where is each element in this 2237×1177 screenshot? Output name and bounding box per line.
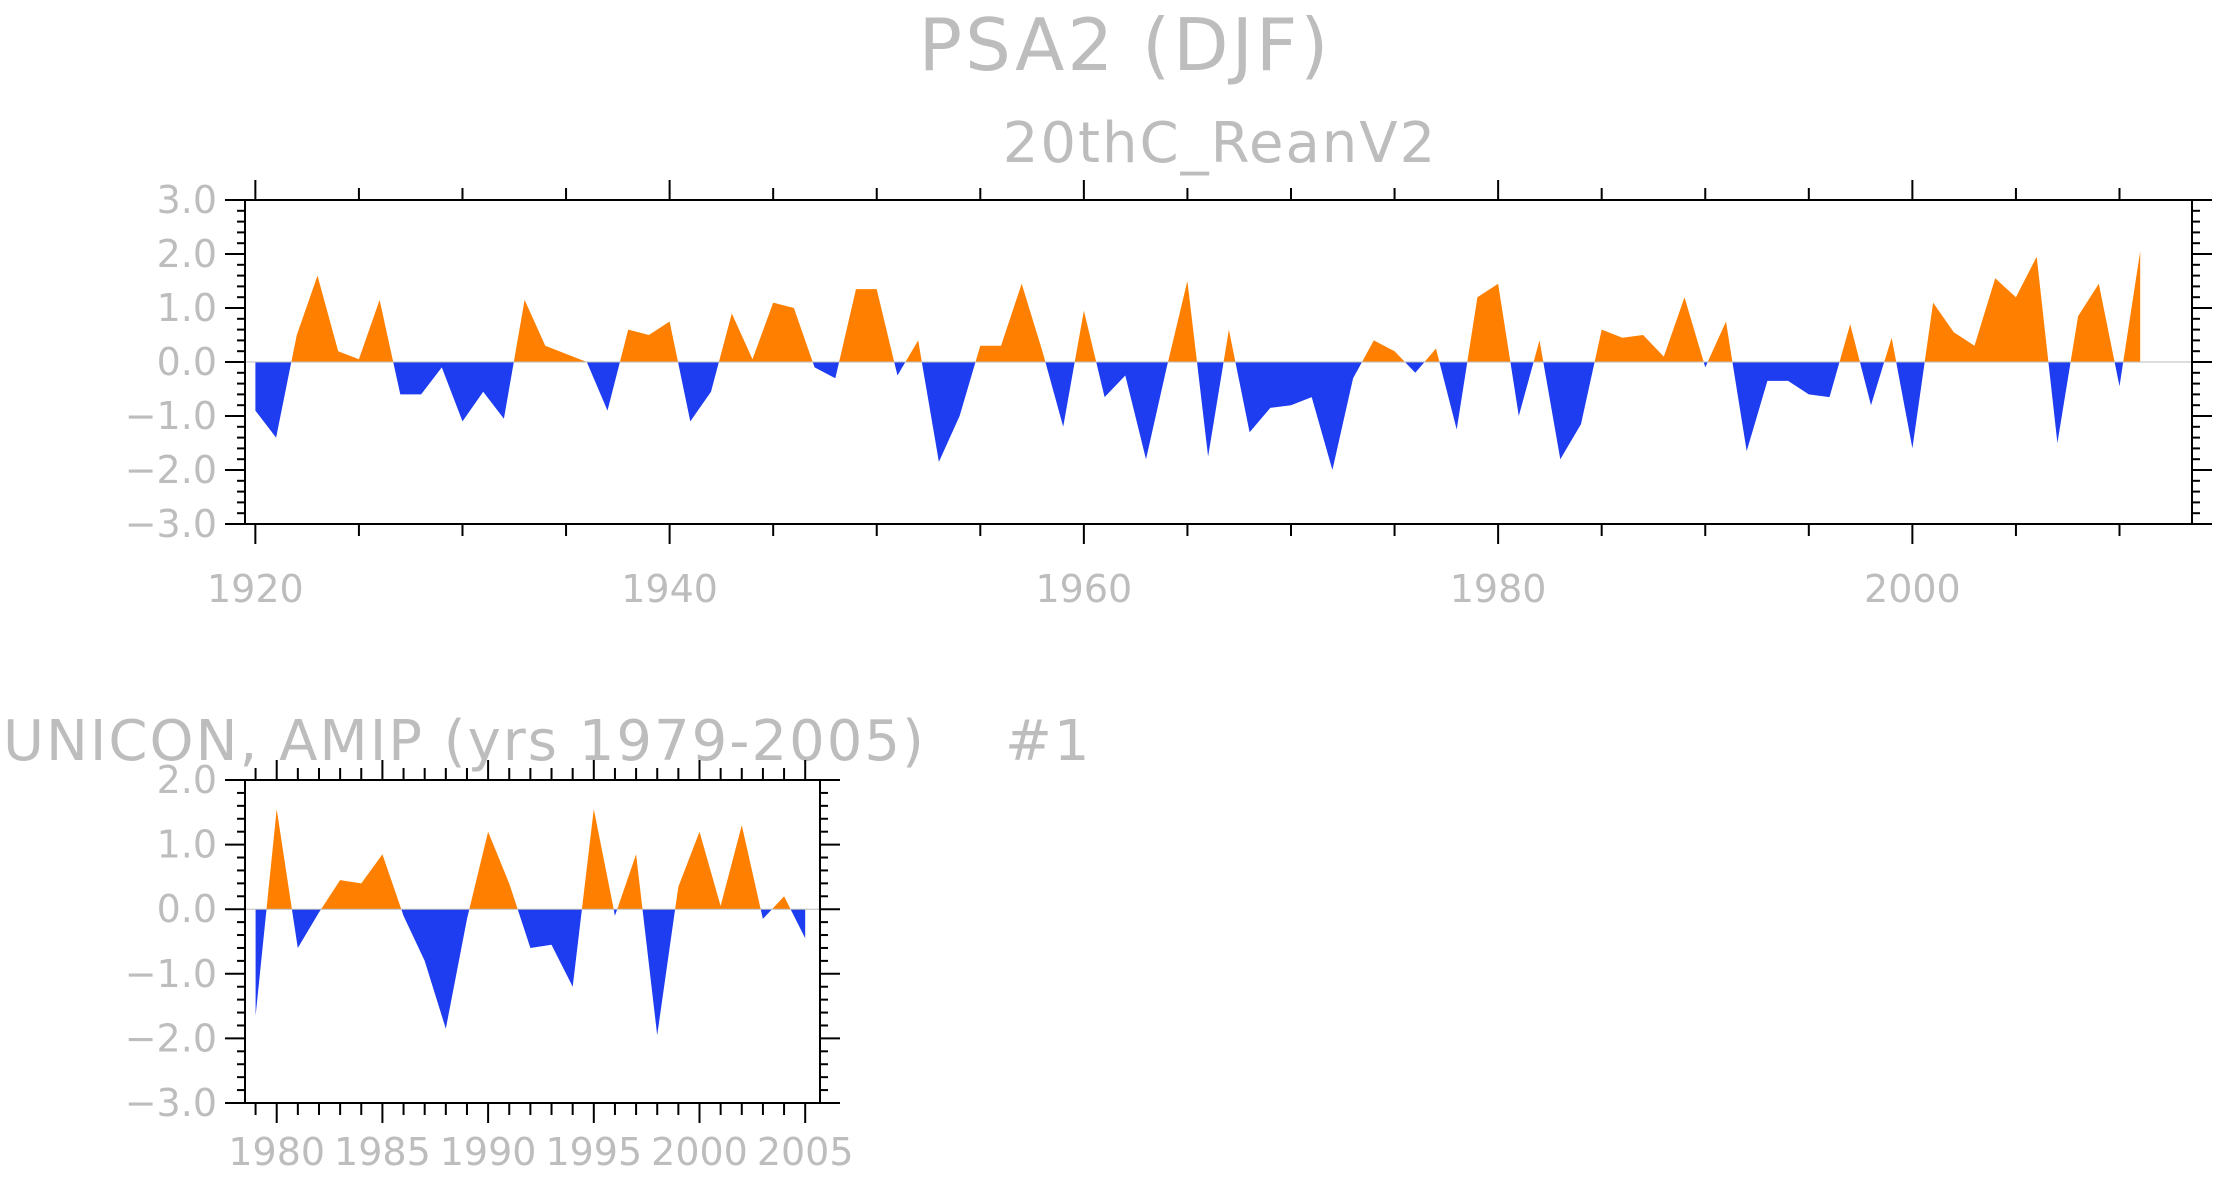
- y-tick-label: 3.0: [157, 178, 217, 222]
- x-tick-label: 1995: [545, 1130, 642, 1174]
- negative-area-2: [586, 362, 620, 411]
- top-chart-subtitle: 20thC_ReanV2: [1003, 111, 1437, 176]
- positive-area-0: [291, 275, 394, 362]
- positive-area-13: [1533, 340, 1544, 362]
- positive-area-3: [718, 302, 813, 362]
- positive-area-3: [581, 809, 614, 910]
- y-tick-label: 0.0: [157, 887, 217, 931]
- x-tick-label: 2000: [1864, 567, 1961, 611]
- x-tick-label: 1980: [1450, 567, 1547, 611]
- negative-area-20: [2114, 362, 2124, 387]
- y-tick-label: 1.0: [157, 823, 217, 867]
- plot-frame: [244, 779, 821, 1104]
- y-tick-label: 2.0: [157, 232, 217, 276]
- positive-area-11: [1424, 348, 1440, 362]
- x-tick-label: 1990: [440, 1130, 537, 1174]
- x-tick-label: 1980: [228, 1130, 325, 1174]
- y-tick-label: −3.0: [125, 502, 217, 546]
- positive-area-17: [1884, 337, 1897, 362]
- positive-area-5: [905, 340, 922, 362]
- negative-area-0: [255, 909, 267, 1016]
- positive-area-1: [321, 854, 402, 910]
- y-tick-label: −2.0: [125, 448, 217, 492]
- positive-area-20: [2123, 251, 2141, 362]
- x-tick-label: 2005: [757, 1130, 854, 1174]
- positive-area-7: [1074, 310, 1097, 362]
- negative-area-4: [812, 362, 840, 379]
- negative-area-0: [255, 362, 292, 438]
- negative-area-7: [790, 909, 806, 939]
- negative-area-16: [1732, 362, 1840, 452]
- positive-area-15: [1707, 321, 1733, 362]
- positive-area-6: [975, 283, 1046, 362]
- negative-area-11: [1404, 362, 1425, 373]
- negative-area-4: [613, 909, 618, 916]
- positive-area-1: [513, 299, 587, 362]
- negative-area-1: [291, 909, 322, 948]
- y-tick-label: 1.0: [157, 286, 217, 330]
- negative-area-5: [894, 362, 906, 376]
- negative-area-17: [1859, 362, 1885, 406]
- positive-area-12: [1467, 283, 1511, 362]
- positive-area-0: [266, 809, 292, 910]
- y-tick-label: 0.0: [157, 340, 217, 384]
- negative-area-5: [642, 909, 676, 1036]
- negative-area-14: [1543, 362, 1595, 460]
- negative-area-7: [1045, 362, 1075, 427]
- x-tick-label: 1940: [621, 567, 718, 611]
- y-tick-label: −2.0: [125, 1016, 217, 1060]
- x-tick-label: 1960: [1036, 567, 1133, 611]
- x-tick-label: 1920: [207, 567, 304, 611]
- y-tick-label: 2.0: [157, 758, 217, 802]
- positive-area-5: [675, 825, 761, 910]
- negative-area-8: [1096, 362, 1168, 460]
- top-chart: 3.0 2.0 1.0 0.0 −1.0 −2.0 −3.0 1920 1940 1960 1980…: [125, 178, 2212, 611]
- negative-area-9: [1197, 362, 1224, 457]
- positive-area-16: [1839, 324, 1860, 362]
- positive-area-18: [1924, 256, 2049, 362]
- negative-area-6: [760, 909, 772, 919]
- positive-area-8: [1168, 281, 1197, 362]
- negative-area-3: [678, 362, 719, 422]
- negative-area-6: [921, 362, 976, 462]
- positive-area-19: [2070, 283, 2115, 362]
- main-title: PSA2 (DJF): [919, 3, 1332, 87]
- negative-area-3: [517, 909, 582, 987]
- negative-area-19: [2048, 362, 2071, 443]
- negative-area-10: [1235, 362, 1362, 470]
- negative-area-15: [1703, 362, 1708, 368]
- positive-area-4: [617, 854, 643, 910]
- x-tick-label: 2000: [651, 1130, 748, 1174]
- positive-area-10: [1362, 340, 1405, 362]
- negative-area-12: [1439, 362, 1468, 430]
- positive-area-14: [1594, 297, 1704, 362]
- y-tick-label: −1.0: [125, 952, 217, 996]
- negative-area-18: [1896, 362, 1925, 449]
- negative-area-2: [401, 909, 470, 1029]
- positive-area-9: [1223, 329, 1236, 362]
- negative-area-1: [393, 362, 514, 422]
- x-tick-label: 1985: [334, 1130, 431, 1174]
- positive-area-2: [469, 831, 518, 910]
- y-tick-label: −1.0: [125, 394, 217, 438]
- bottom-chart-subtitle: UNICON, AMIP (yrs 1979-2005): [3, 709, 926, 774]
- positive-area-4: [839, 289, 895, 362]
- bottom-chart-run-label: #1: [1005, 709, 1092, 774]
- y-tick-label: −3.0: [125, 1081, 217, 1125]
- positive-area-2: [619, 321, 678, 362]
- negative-area-13: [1510, 362, 1534, 416]
- positive-area-6: [772, 896, 791, 910]
